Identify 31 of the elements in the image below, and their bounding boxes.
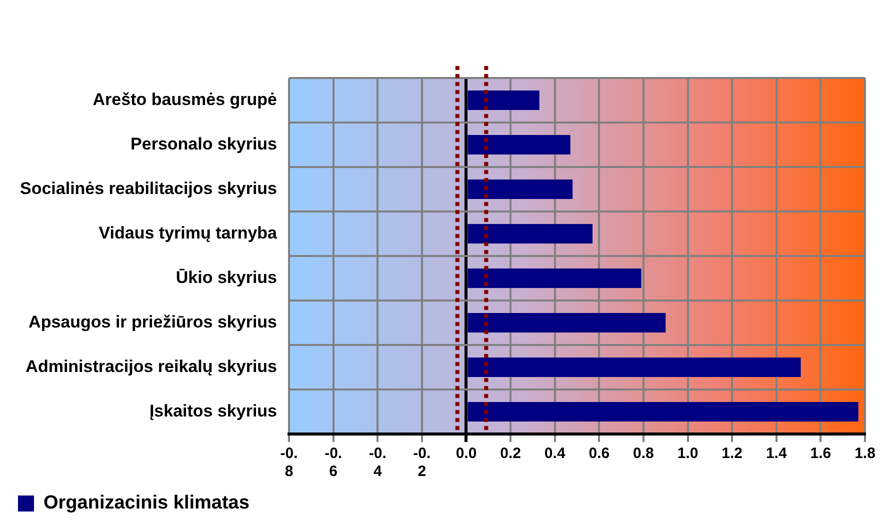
x-tick-label: 1.2 [722,445,743,462]
y-tick-label: Vidaus tyrimų tarnyba [98,223,278,242]
y-tick-label: Apsaugos ir priežiūros skyrius [28,312,278,332]
x-tick-label: 0.6 [588,445,610,462]
x-tick-label: 1.8 [854,445,876,462]
x-tick-label: 0.0 [456,445,477,462]
bar [468,90,540,110]
y-tick-label: Personalo skyrius [130,134,278,154]
bar [468,402,858,422]
x-tick-label: 0.2 [500,445,521,462]
x-tick-label: 0.4 [544,445,566,462]
bar [468,224,593,244]
x-tick-label: 0.8 [633,445,654,462]
x-tick-label: -0. 2 [413,445,431,480]
x-tick-label: -0. 8 [280,445,298,480]
x-tick-label: 1.0 [677,445,698,462]
bar [468,134,570,155]
x-tick-label: 1.4 [766,445,788,462]
x-tick-label: 1.6 [810,445,832,462]
x-tick-label: -0. 4 [368,445,386,480]
legend-label: Organizacinis klimatas [44,492,250,514]
x-tick-label: -0. 6 [324,445,342,480]
bar [468,312,666,333]
y-tick-label: Įskaitos skyrius [149,401,278,420]
bar [468,179,573,200]
bar [468,357,801,378]
bar [468,268,642,288]
y-tick-label: Ūkio skyrius [176,268,278,287]
y-tick-label: Administracijos reikalų skyrius [26,356,278,376]
y-tick-label: Socialinės reabilitacijos skyrius [20,178,278,198]
y-tick-label: Arešto bausmės grupė [92,90,278,109]
